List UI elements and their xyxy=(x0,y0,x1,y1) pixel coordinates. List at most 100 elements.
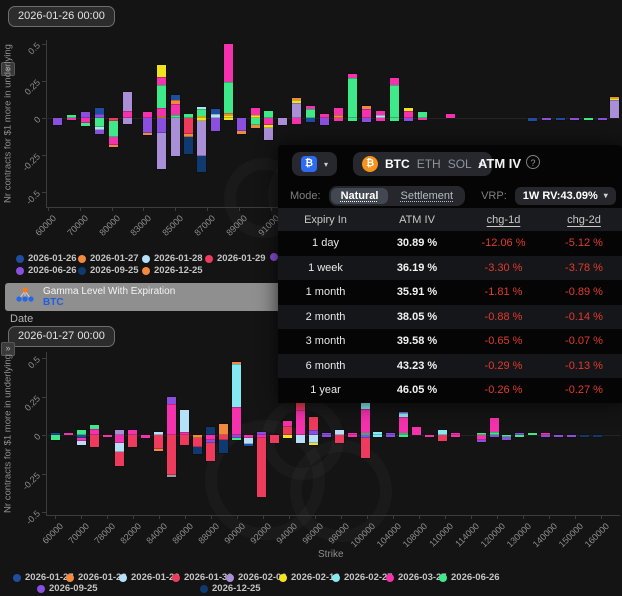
bar-segment[interactable] xyxy=(196,118,206,121)
bar-segment[interactable] xyxy=(179,410,189,432)
bar-segment[interactable] xyxy=(553,435,563,437)
bar-segment[interactable] xyxy=(156,115,166,118)
bar-segment[interactable] xyxy=(223,115,233,118)
col-header-chg-2d[interactable]: chg-2d xyxy=(567,213,601,226)
bar-segment[interactable] xyxy=(501,435,511,437)
vrp-selector[interactable]: 1W RV:43.09% ▾ xyxy=(514,186,616,205)
bar-segment[interactable] xyxy=(156,77,166,85)
bar-segment[interactable] xyxy=(122,92,132,111)
bar-segment[interactable] xyxy=(540,435,550,437)
bar-segment[interactable] xyxy=(94,108,104,114)
legend-item[interactable]: 2026-02-13 xyxy=(279,572,340,583)
bar-segment[interactable] xyxy=(89,428,99,435)
bar-segment[interactable] xyxy=(333,118,343,121)
bar-segment[interactable] xyxy=(609,100,619,118)
expand-chart-top-icon[interactable]: » xyxy=(1,62,15,76)
bar-segment[interactable] xyxy=(295,410,305,435)
bar-segment[interactable] xyxy=(277,118,287,125)
bar-segment[interactable] xyxy=(347,433,357,435)
bar-segment[interactable] xyxy=(94,126,104,130)
bar-segment[interactable] xyxy=(196,155,206,172)
bar-segment[interactable] xyxy=(183,118,193,135)
bar-segment[interactable] xyxy=(321,435,331,437)
bar-segment[interactable] xyxy=(321,432,331,435)
bar-segment[interactable] xyxy=(89,435,99,447)
bar-segment[interactable] xyxy=(501,436,511,440)
bar-segment[interactable] xyxy=(166,475,176,477)
bar-segment[interactable] xyxy=(153,431,163,435)
bar-segment[interactable] xyxy=(437,435,447,442)
bar-segment[interactable] xyxy=(66,118,76,120)
bar-segment[interactable] xyxy=(153,448,163,452)
mode-option-settlement[interactable]: Settlement xyxy=(400,189,454,202)
bar-segment[interactable] xyxy=(205,442,215,462)
coin-tab-eth[interactable]: ETH xyxy=(416,157,441,171)
bar-segment[interactable] xyxy=(76,441,86,445)
bar-segment[interactable] xyxy=(183,137,193,155)
bar-segment[interactable] xyxy=(445,113,455,118)
bar-segment[interactable] xyxy=(231,435,241,439)
bar-segment[interactable] xyxy=(389,118,399,121)
bar-segment[interactable] xyxy=(156,118,166,133)
bar-segment[interactable] xyxy=(263,110,273,118)
bar-segment[interactable] xyxy=(179,431,189,435)
bar-segment[interactable] xyxy=(196,120,206,156)
bar-segment[interactable] xyxy=(250,125,260,129)
bar-segment[interactable] xyxy=(256,438,266,497)
legend-item[interactable]: 2026-01-29 xyxy=(119,572,180,583)
bar-segment[interactable] xyxy=(170,103,180,116)
bar-segment[interactable] xyxy=(555,118,565,120)
bar-segment[interactable] xyxy=(450,435,460,437)
bar-segment[interactable] xyxy=(243,438,253,445)
bar-segment[interactable] xyxy=(450,433,460,435)
bar-segment[interactable] xyxy=(417,112,427,118)
coin-tab-btc[interactable]: BTC xyxy=(385,157,410,171)
bar-segment[interactable] xyxy=(375,118,385,121)
bar-segment[interactable] xyxy=(437,430,447,435)
bar-segment[interactable] xyxy=(243,444,253,446)
bar-segment[interactable] xyxy=(76,435,86,439)
bar-segment[interactable] xyxy=(540,433,550,435)
exchange-selector[interactable]: ₿ ▾ xyxy=(292,152,338,176)
bar-segment[interactable] xyxy=(66,115,76,118)
bar-segment[interactable] xyxy=(50,435,60,440)
col-header-chg-1d[interactable]: chg-1d xyxy=(486,213,521,226)
bar-segment[interactable] xyxy=(108,120,118,138)
bar-segment[interactable] xyxy=(256,431,266,435)
bar-segment[interactable] xyxy=(514,433,524,435)
bar-segment[interactable] xyxy=(385,432,395,435)
date-input-top[interactable]: 2026-01-26 00:00 xyxy=(8,6,115,27)
bar-segment[interactable] xyxy=(308,442,318,445)
bar-segment[interactable] xyxy=(76,438,86,442)
bar-segment[interactable] xyxy=(360,433,370,435)
bar-segment[interactable] xyxy=(250,118,260,126)
bar-segment[interactable] xyxy=(527,433,537,435)
bar-segment[interactable] xyxy=(236,131,246,135)
legend-item[interactable]: 2026-12-25 xyxy=(142,265,203,276)
bar-segment[interactable] xyxy=(94,118,104,127)
bar-segment[interactable] xyxy=(333,107,343,116)
bar-segment[interactable] xyxy=(210,109,220,115)
legend-item[interactable]: 2026-01-28 xyxy=(142,253,203,264)
bar-segment[interactable] xyxy=(375,110,385,116)
bar-segment[interactable] xyxy=(205,439,215,443)
bar-segment[interactable] xyxy=(476,435,486,440)
bar-segment[interactable] xyxy=(183,134,193,138)
bar-segment[interactable] xyxy=(127,435,137,447)
bar-segment[interactable] xyxy=(398,413,408,417)
bar-segment[interactable] xyxy=(263,128,273,141)
bar-segment[interactable] xyxy=(127,429,137,435)
bar-segment[interactable] xyxy=(527,118,537,121)
bar-segment[interactable] xyxy=(256,435,266,439)
bar-segment[interactable] xyxy=(114,442,124,452)
bar-segment[interactable] xyxy=(489,435,499,438)
help-icon[interactable]: ? xyxy=(526,155,540,169)
legend-item[interactable]: 2026-03-27 xyxy=(386,572,447,583)
bar-segment[interactable] xyxy=(122,110,132,118)
bar-segment[interactable] xyxy=(361,118,371,123)
bar-segment[interactable] xyxy=(231,438,241,440)
date-input-bottom[interactable]: 2026-01-27 00:00 xyxy=(8,326,115,347)
bar-segment[interactable] xyxy=(210,118,220,132)
bar-segment[interactable] xyxy=(609,98,619,101)
bar-segment[interactable] xyxy=(156,132,166,170)
